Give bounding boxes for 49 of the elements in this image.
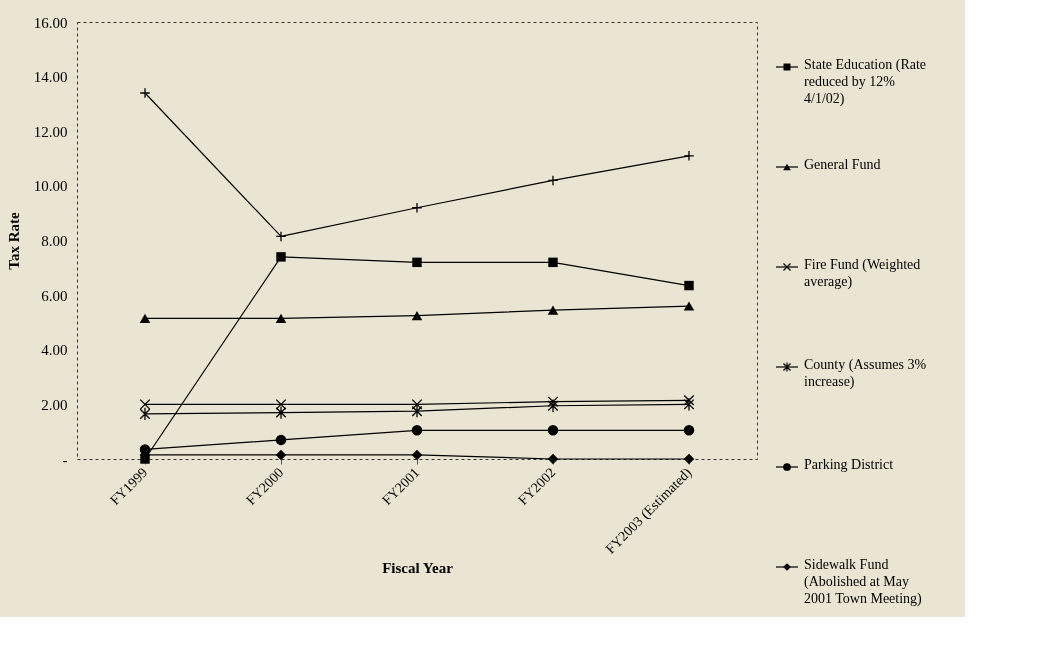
- point: [411, 404, 423, 419]
- point: [547, 396, 559, 408]
- x-axis-title: Fiscal Year: [382, 559, 454, 576]
- point: [411, 449, 423, 461]
- point: [683, 453, 695, 465]
- legend-label: County (Assumes 3% increase): [804, 357, 927, 390]
- y-tick-label: 2.00: [41, 396, 68, 413]
- point: [547, 305, 559, 315]
- point: [684, 280, 694, 291]
- y-tick-label: 12.00: [33, 123, 68, 140]
- point: [139, 407, 151, 421]
- legend-label: Fire Fund (Weighted average): [804, 257, 921, 290]
- point: [139, 398, 151, 410]
- point: [411, 311, 423, 321]
- y-tick-label: 16.00: [33, 14, 68, 31]
- y-tick-label: 10.00: [33, 178, 68, 195]
- point: [683, 397, 695, 412]
- point: [275, 313, 287, 323]
- point: [412, 257, 422, 268]
- y-tick-label: 8.00: [41, 233, 68, 249]
- point: [275, 405, 287, 420]
- y-tick-label: 14.00: [33, 69, 68, 86]
- point: [411, 202, 423, 214]
- legend-label: Parking District: [804, 457, 894, 472]
- point: [683, 394, 695, 406]
- point: [547, 453, 559, 465]
- point: [683, 425, 695, 436]
- point: [275, 398, 287, 410]
- legend-label: State Education (Rate reduced by 12% 4/1/02): [804, 57, 927, 107]
- point: [275, 449, 287, 461]
- y-tick-label: 4.00: [41, 342, 68, 359]
- point: [547, 425, 559, 436]
- point: [547, 175, 559, 186]
- point: [411, 398, 423, 410]
- point: [275, 231, 287, 242]
- y-axis-title: Tax Rate: [5, 211, 22, 270]
- point: [547, 398, 559, 413]
- point: [275, 434, 287, 446]
- point: [139, 313, 151, 323]
- point: [548, 257, 558, 268]
- legend-label: General Fund: [804, 157, 881, 172]
- legend-label: Sidewalk Fund (Abolished at May 2001 Town Meeting): [804, 557, 923, 607]
- point: [683, 150, 695, 162]
- point: [411, 425, 423, 436]
- y-tick-label: -: [62, 451, 68, 468]
- point: [276, 252, 286, 262]
- point: [683, 301, 695, 311]
- point: [139, 87, 151, 99]
- y-tick-label: 6.00: [41, 287, 68, 304]
